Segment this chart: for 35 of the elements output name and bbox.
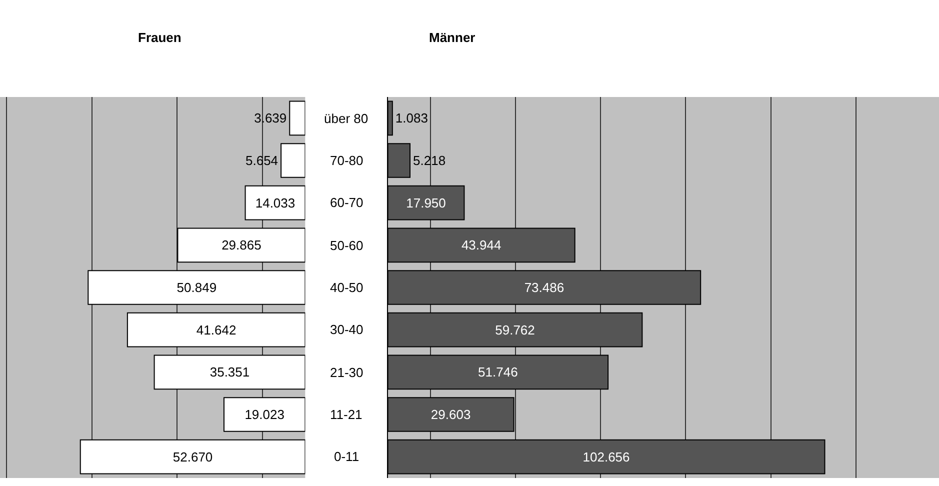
bar (80, 439, 306, 474)
bar (289, 100, 306, 136)
bar (223, 397, 306, 432)
bar (280, 143, 306, 178)
data-label: 41.642 (196, 322, 236, 338)
y-tick-label: 11-21 (330, 407, 362, 422)
y-tick-label: 40-50 (330, 280, 364, 295)
data-label: 73.486 (524, 280, 564, 295)
data-label: 29.865 (222, 238, 262, 253)
y-tick-label: 21-30 (330, 365, 364, 380)
bar (244, 185, 306, 220)
data-label: 43.944 (461, 238, 502, 253)
y-tick-label: 70-80 (330, 153, 364, 168)
data-label: 29.603 (430, 407, 471, 422)
data-label: 35.351 (210, 364, 250, 380)
y-tick-label: 0-11 (334, 449, 360, 464)
data-label: 52.670 (172, 449, 213, 464)
bar (154, 354, 306, 390)
data-label: 17.950 (406, 195, 446, 210)
y-tick-label: über 80 (324, 111, 368, 126)
y-tick-label: 60-70 (330, 195, 364, 210)
chart-title: Frauen (138, 30, 182, 45)
data-label: 102.656 (582, 449, 630, 464)
data-label: 51.746 (478, 364, 518, 380)
bar (177, 228, 306, 263)
y-tick-label: 50-60 (330, 238, 364, 253)
data-label: 19.023 (244, 407, 284, 422)
bar (126, 312, 306, 348)
data-label: 59.762 (495, 322, 535, 338)
chart-title: Männer (429, 30, 476, 45)
data-label: 1.083 (395, 110, 428, 126)
data-label: 50.849 (176, 280, 217, 295)
data-label: 14.033 (255, 195, 296, 210)
bar (88, 270, 306, 305)
y-tick-label: 30-40 (330, 322, 364, 337)
